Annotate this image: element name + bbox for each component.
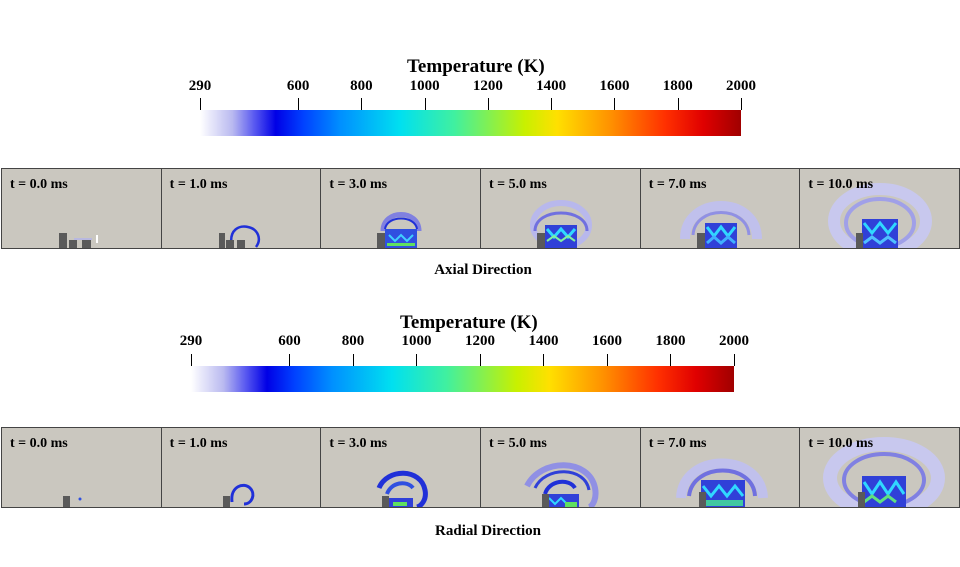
axial-plume-3 bbox=[530, 200, 593, 248]
radial-panel-1: t = 1.0 ms bbox=[161, 428, 322, 507]
colorbar-tick bbox=[289, 354, 291, 366]
time-label: t = 5.0 ms bbox=[489, 177, 547, 192]
time-label: t = 3.0 ms bbox=[329, 436, 388, 451]
colorbar-tick bbox=[614, 98, 616, 110]
time-label: t = 0.0 ms bbox=[10, 436, 68, 451]
axial-plume-4 bbox=[679, 201, 762, 248]
time-label: t = 3.0 ms bbox=[329, 177, 388, 192]
colorbar-gradient bbox=[191, 366, 734, 392]
axial-panel-2: t = 3.0 ms bbox=[321, 169, 482, 248]
colorbar-tick-label: 800 bbox=[350, 78, 373, 94]
colorbar-title: Temperature (K) bbox=[407, 56, 545, 77]
radial-panel-2: t = 3.0 ms bbox=[321, 428, 482, 507]
axial-plume-5 bbox=[828, 183, 933, 248]
axial-panel-0: t = 0.0 ms bbox=[2, 169, 162, 248]
colorbar-title: Temperature (K) bbox=[400, 312, 538, 333]
axial-plume-1 bbox=[218, 225, 260, 248]
colorbar-gradient bbox=[200, 110, 741, 136]
colorbar-tick-label: 1400 bbox=[528, 333, 559, 349]
colorbar-tick-label: 600 bbox=[286, 78, 310, 94]
time-label: t = 1.0 ms bbox=[169, 436, 228, 451]
colorbar-tick-label: 1800 bbox=[655, 333, 686, 349]
colorbar bbox=[200, 98, 741, 138]
colorbar-tick bbox=[298, 98, 300, 110]
colorbar-tick-label: 1000 bbox=[401, 333, 432, 349]
colorbar-tick-label: 2000 bbox=[719, 333, 749, 349]
time-label: t = 7.0 ms bbox=[648, 177, 707, 192]
colorbar-tick-label: 1200 bbox=[472, 78, 503, 94]
colorbar-tick-label: 1400 bbox=[536, 78, 567, 94]
time-label: t = 10.0 ms bbox=[808, 177, 874, 192]
colorbar-tick bbox=[677, 98, 679, 110]
radial-plume-5 bbox=[823, 437, 946, 507]
axial-panel-1: t = 1.0 ms bbox=[161, 169, 322, 248]
colorbar-tick-label: 800 bbox=[341, 333, 365, 349]
axial-caption: Axial Direction bbox=[434, 262, 532, 278]
colorbar-tick bbox=[200, 98, 201, 110]
axial-panel-4: t = 7.0 ms bbox=[640, 169, 801, 248]
radial-panel-3: t = 5.0 ms bbox=[481, 428, 641, 507]
colorbar-tick bbox=[487, 98, 489, 110]
axial-panel-3: t = 5.0 ms bbox=[481, 169, 641, 248]
colorbar-tick-label: 1800 bbox=[662, 78, 693, 94]
colorbar-tick-label: 290 bbox=[179, 333, 203, 349]
colorbar-tick bbox=[416, 354, 418, 366]
radial-caption: Radial Direction bbox=[435, 523, 541, 539]
time-label: t = 0.0 ms bbox=[10, 177, 68, 192]
colorbar-tick bbox=[352, 354, 354, 366]
time-label: t = 5.0 ms bbox=[489, 436, 547, 451]
axial-panel-row: t = 0.0 ms t = 1.0 ms t = 3.0 ms bbox=[1, 168, 960, 249]
colorbar-tick-label: 1000 bbox=[409, 78, 440, 94]
axial-panel-5: t = 10.0 ms bbox=[800, 169, 960, 248]
colorbar-tick bbox=[551, 98, 553, 110]
colorbar-tick-label: 600 bbox=[278, 333, 301, 349]
radial-plume-2 bbox=[377, 470, 429, 507]
colorbar-tick bbox=[191, 354, 192, 366]
colorbar-tick-label: 2000 bbox=[726, 78, 756, 94]
time-label: t = 1.0 ms bbox=[169, 177, 228, 192]
radial-panel-4: t = 7.0 ms bbox=[640, 428, 801, 507]
colorbar bbox=[191, 354, 734, 394]
colorbar-tick-label: 1200 bbox=[464, 333, 495, 349]
time-label: t = 7.0 ms bbox=[648, 436, 707, 451]
radial-panel-5: t = 10.0 ms bbox=[800, 428, 960, 507]
axial-plume-2 bbox=[377, 212, 422, 248]
radial-panel-0: t = 0.0 ms bbox=[2, 428, 162, 507]
radial-plume-0 bbox=[63, 496, 82, 507]
colorbar-tick bbox=[741, 98, 742, 110]
colorbar-tick-label: 1600 bbox=[599, 78, 630, 94]
time-label: t = 10.0 ms bbox=[808, 436, 874, 451]
radial-plume-3 bbox=[524, 462, 599, 507]
radial-plume-1 bbox=[222, 483, 255, 507]
colorbar-tick-label: 290 bbox=[188, 78, 212, 94]
axial-plume-0 bbox=[59, 233, 98, 248]
colorbar-tick bbox=[479, 354, 481, 366]
colorbar-tick-label: 1600 bbox=[591, 333, 622, 349]
radial-panel-row: t = 0.0 ms t = 1.0 ms t = 3.0 ms t = 5.0… bbox=[1, 427, 960, 508]
colorbar-tick bbox=[734, 354, 735, 366]
colorbar-tick bbox=[670, 354, 672, 366]
colorbar-tick bbox=[361, 98, 363, 110]
colorbar-tick bbox=[424, 98, 426, 110]
colorbar-tick bbox=[606, 354, 608, 366]
radial-plume-4 bbox=[675, 458, 768, 507]
colorbar-tick bbox=[543, 354, 545, 366]
